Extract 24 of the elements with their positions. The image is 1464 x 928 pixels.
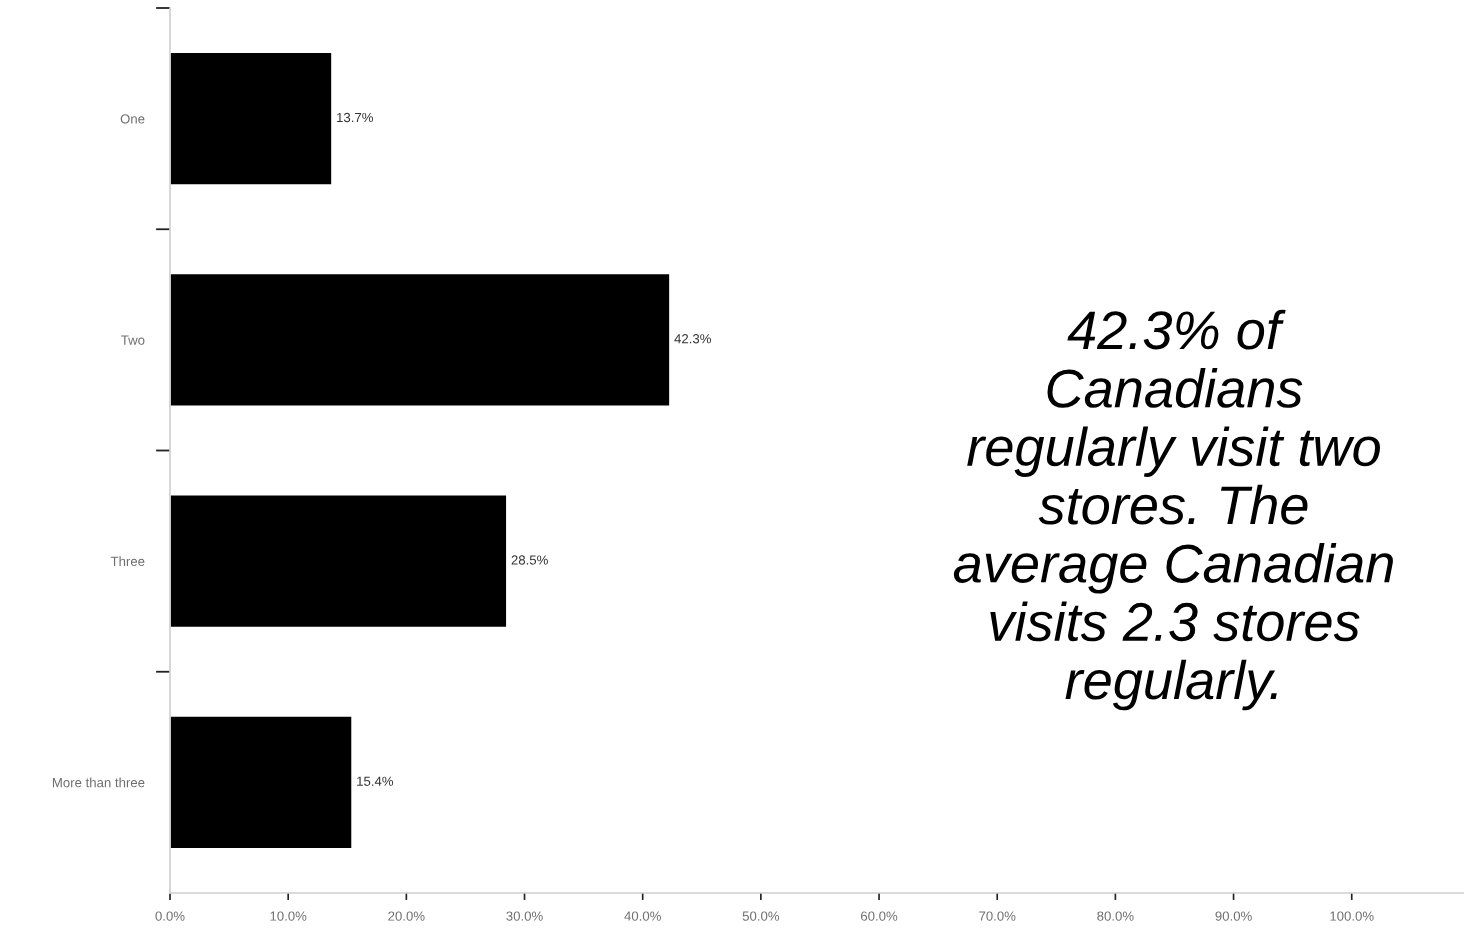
x-tick-label: 50.0%: [742, 911, 780, 921]
x-tick-label: 80.0%: [1097, 911, 1134, 921]
y-tick-label: Three: [110, 556, 145, 567]
data-label: 42.3%: [674, 334, 711, 344]
data-label: 15.4%: [357, 776, 394, 786]
x-tick-label: 40.0%: [624, 911, 661, 921]
x-tick-label: 70.0%: [979, 911, 1016, 921]
annotation: 42.3% of Canadians regularly visit two stores. The average Canadian visits 2.3 stores regularly.: [953, 309, 1393, 711]
x-tick-label: 0.0%: [155, 911, 185, 921]
x-tick-label: 10.0%: [270, 911, 307, 921]
x-tick-label: 20.0%: [388, 911, 425, 921]
y-tick-label: Two: [121, 335, 145, 345]
x-tick-label: 60.0%: [861, 911, 898, 921]
y-tick-label: More than three: [52, 777, 145, 788]
bar: [170, 715, 353, 850]
y-tick-label: One: [120, 114, 145, 124]
x-tick-label: 30.0%: [506, 911, 543, 921]
x-tick-label: 90.0%: [1215, 911, 1252, 921]
data-label: 13.7%: [337, 112, 374, 123]
data-label: 28.5%: [511, 555, 548, 565]
bar: [170, 494, 508, 629]
x-tick-label: 100.0%: [1330, 911, 1374, 921]
bar: [170, 272, 671, 407]
bar: [170, 51, 333, 186]
